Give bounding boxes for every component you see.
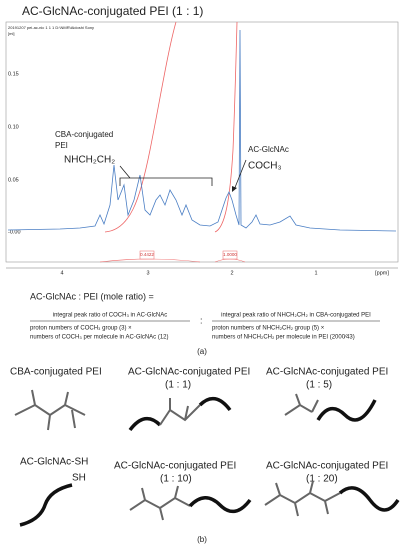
chain: [188, 496, 252, 514]
separator: :: [200, 315, 203, 325]
integral-base: [99, 258, 246, 263]
integral-label: 1.0000: [223, 252, 237, 257]
panel-label: (b): [197, 535, 207, 544]
denominator: numbers of COCH₃ per molecule in AC-GlcN…: [30, 335, 169, 341]
structure-name: AC-GlcNAc-conjugated PEI: [114, 461, 236, 472]
x-tick: 3: [146, 270, 149, 276]
structure-ratio: (1 : 10): [160, 474, 192, 485]
x-unit: [ppm]: [375, 270, 389, 276]
denominator: proton numbers of NHCH₂CH₂ group (5) ×: [212, 326, 325, 332]
title: AC-GlcNAc-conjugated PEI (1 : 1): [22, 4, 203, 18]
chain: [316, 399, 377, 422]
y-tick: -0.00: [8, 229, 21, 235]
chain: [338, 486, 400, 512]
corner-text: 20191207 pei-ac-nic 1 1 1 D:\NMR\Aidoshi…: [8, 25, 94, 30]
x-tick: 4: [60, 270, 63, 276]
arrow: [233, 159, 247, 191]
structure-name: AC-GlcNAc-SH: [20, 457, 88, 468]
numerator: integral peak ratio of NHCH₂CH₂ in CBA-c…: [221, 313, 371, 319]
structure-end: SH: [72, 473, 86, 484]
branch: [159, 398, 201, 426]
bracket: [119, 165, 213, 186]
structure-name: AC-GlcNAc-conjugated PEI: [266, 461, 388, 472]
integral-curve: [214, 21, 238, 233]
structure-ratio: (1 : 20): [306, 474, 338, 485]
denominator: proton numbers of COCH₃ group (3) ×: [30, 326, 132, 332]
structure-name: CBA-conjugated PEI: [10, 367, 102, 378]
x-tick: 2: [230, 270, 233, 276]
annotation: NHCH₂CH₂: [64, 155, 115, 166]
annotation: COCH₃: [248, 161, 282, 172]
spectrum-line: [7, 29, 397, 232]
branch: [264, 480, 341, 517]
spectrum-frame: [5, 21, 399, 263]
y-tick: 0.05: [8, 177, 19, 183]
y-unit: [ml]: [8, 31, 14, 36]
equation-lead: AC-GlcNAc : PEI (mole ratio) =: [30, 291, 154, 301]
annotation: PEI: [55, 141, 68, 150]
denominator: numbers of NHCH₂CH₂ per molecule in PEI …: [212, 335, 355, 341]
x-tick: 1: [314, 270, 317, 276]
y-tick: 0.15: [8, 71, 19, 77]
integral-box: [222, 250, 238, 260]
chain: [128, 396, 232, 432]
chain: [19, 483, 73, 527]
structure-name: AC-GlcNAc-conjugated PEI: [266, 367, 388, 378]
y-tick: 0.10: [8, 124, 19, 130]
polymer-drawings: [14, 389, 400, 527]
structure-ratio: (1 : 5): [306, 380, 332, 391]
pei-branch: [14, 389, 86, 431]
integral-label: 0.4422: [140, 252, 154, 257]
annotation: CBA-conjugated: [55, 130, 113, 139]
integral-curve: [104, 21, 177, 233]
branch: [284, 393, 319, 416]
arrow-head: [232, 186, 237, 192]
annotation: AC-GlcNAc: [248, 145, 289, 154]
numerator: integral peak ratio of COCH₃ in AC-GlcNA…: [53, 313, 167, 319]
structure-name: AC-GlcNAc-conjugated PEI: [128, 367, 250, 378]
panel-label: (a): [197, 347, 207, 356]
branch: [129, 485, 191, 521]
structure-ratio: (1 : 1): [165, 380, 191, 391]
integral-box: [139, 250, 155, 260]
